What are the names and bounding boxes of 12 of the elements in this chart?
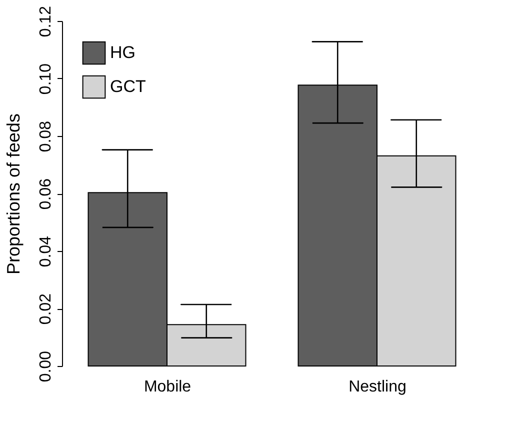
y-tick-label: 0.00 [38,350,54,382]
y-tick-label: 0.04 [38,236,54,268]
legend-label: GCT [110,77,146,96]
y-tick-label: 0.10 [38,63,54,95]
y-tick-label: 0.02 [38,293,54,325]
y-tick-label: 0.12 [38,6,54,38]
x-tick-label: Mobile [144,378,192,396]
x-tick-label: Nestling [348,378,406,396]
y-axis-title: Proportions of feeds [4,113,24,275]
y-tick-label: 0.06 [38,178,54,210]
y-tick-label: 0.08 [38,120,54,152]
legend-label: HG [110,43,136,62]
